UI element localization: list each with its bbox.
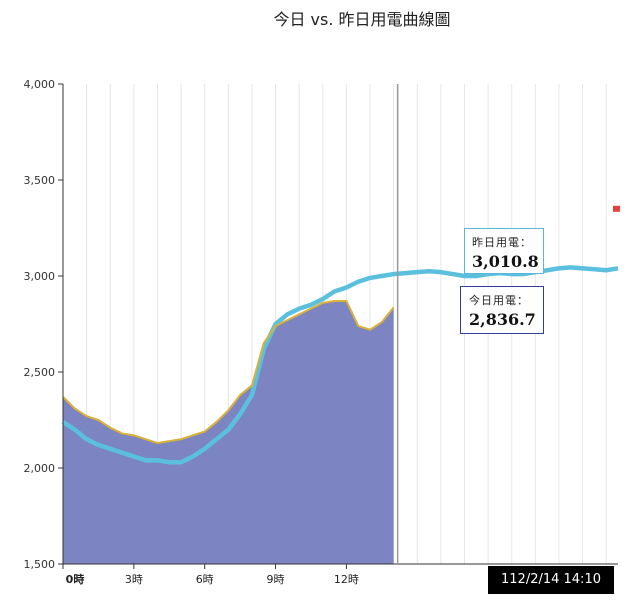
y-tick-label: 3,500 xyxy=(24,174,56,187)
axes xyxy=(62,84,618,565)
y-axis-ticks: 4,000 3,500 3,000 2,500 2,000 1,500 xyxy=(24,78,63,571)
x-tick-label: 9時 xyxy=(267,573,285,586)
x-tick-label: 3時 xyxy=(125,573,143,586)
tooltip-today-value: 2,836.7 xyxy=(469,310,536,329)
current-time-badge: 112/2/14 14:10 xyxy=(488,566,614,594)
y-tick-label: 2,000 xyxy=(24,462,56,475)
x-tick-label: 6時 xyxy=(196,573,214,586)
side-marker xyxy=(613,205,620,212)
y-tick-label: 1,500 xyxy=(24,558,56,571)
chart-title: 今日 vs. 昨日用電曲線圖 xyxy=(273,10,451,29)
tooltip-yesterday: 昨日用電： 3,010.8 xyxy=(464,228,544,274)
x-tick-label: 0時 xyxy=(66,572,85,586)
y-tick-label: 3,000 xyxy=(24,270,56,283)
tooltip-today-label: 今日用電： xyxy=(469,294,529,307)
tooltip-today: 今日用電： 2,836.7 xyxy=(460,286,544,334)
y-tick-label: 2,500 xyxy=(24,366,56,379)
tooltip-yesterday-value: 3,010.8 xyxy=(472,252,539,271)
markers-layer xyxy=(396,84,620,564)
today-outline xyxy=(62,299,395,445)
x-axis-ticks: 0時 3時 6時 9時 12時 xyxy=(62,564,359,586)
y-tick-label: 4,000 xyxy=(24,78,56,91)
x-tick-label: 12時 xyxy=(334,573,359,586)
tooltip-yesterday-label: 昨日用電： xyxy=(472,236,532,249)
